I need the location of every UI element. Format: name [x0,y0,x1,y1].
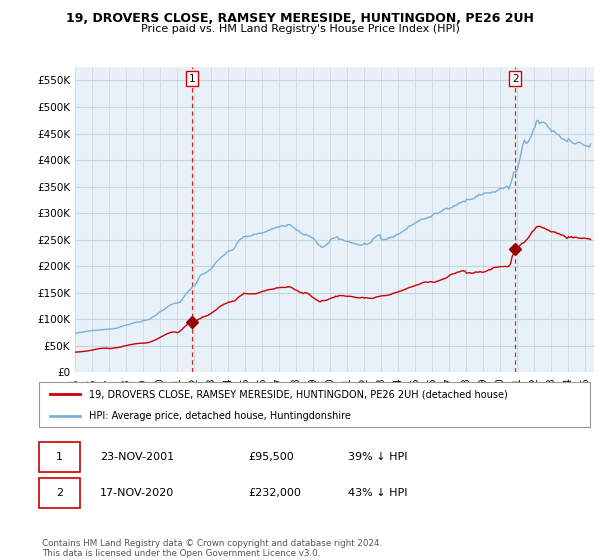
Text: 19, DROVERS CLOSE, RAMSEY MERESIDE, HUNTINGDON, PE26 2UH: 19, DROVERS CLOSE, RAMSEY MERESIDE, HUNT… [66,12,534,25]
Text: 19, DROVERS CLOSE, RAMSEY MERESIDE, HUNTINGDON, PE26 2UH (detached house): 19, DROVERS CLOSE, RAMSEY MERESIDE, HUNT… [89,389,508,399]
Text: 43% ↓ HPI: 43% ↓ HPI [348,488,407,498]
FancyBboxPatch shape [39,478,80,508]
Text: 1: 1 [189,74,196,84]
Text: £232,000: £232,000 [249,488,302,498]
Text: 23-NOV-2001: 23-NOV-2001 [100,452,174,462]
Text: 39% ↓ HPI: 39% ↓ HPI [348,452,407,462]
Text: 17-NOV-2020: 17-NOV-2020 [100,488,174,498]
Text: 1: 1 [56,452,63,462]
Text: 2: 2 [512,74,518,84]
Text: Contains HM Land Registry data © Crown copyright and database right 2024.
This d: Contains HM Land Registry data © Crown c… [42,539,382,558]
Text: £95,500: £95,500 [249,452,295,462]
FancyBboxPatch shape [39,382,590,427]
Text: HPI: Average price, detached house, Huntingdonshire: HPI: Average price, detached house, Hunt… [89,410,350,421]
Text: 2: 2 [56,488,63,498]
Text: Price paid vs. HM Land Registry's House Price Index (HPI): Price paid vs. HM Land Registry's House … [140,24,460,34]
FancyBboxPatch shape [39,442,80,472]
